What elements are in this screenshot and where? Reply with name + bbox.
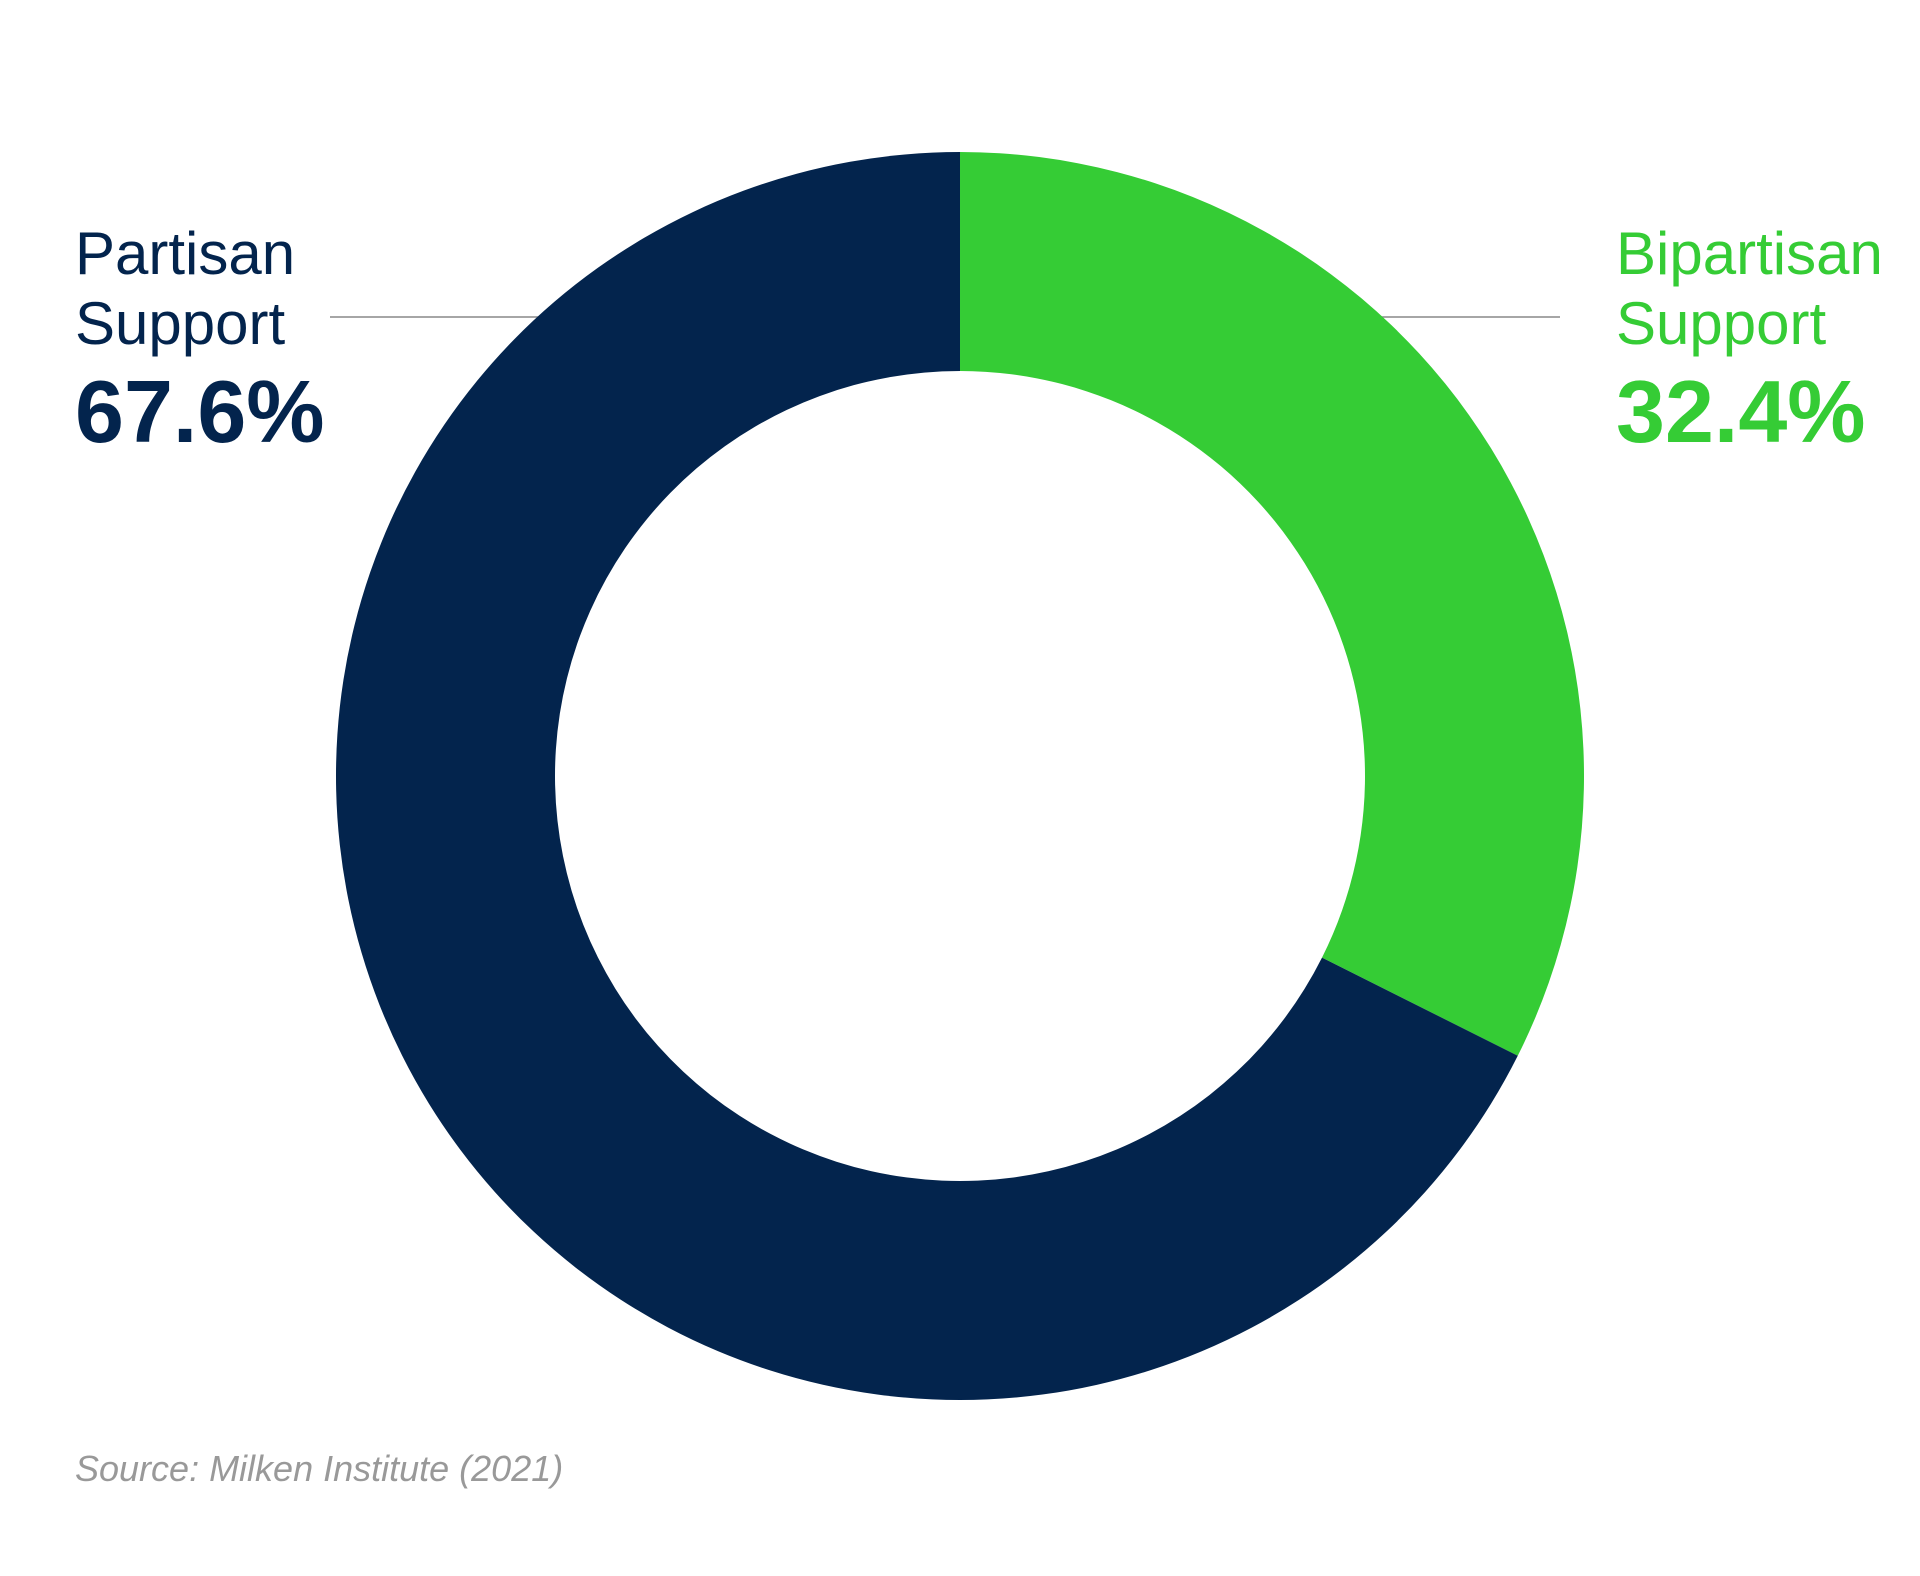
partisan-label-line2: Support bbox=[75, 290, 286, 357]
partisan-value: 67.6% bbox=[75, 362, 325, 461]
bipartisan-value: 32.4% bbox=[1616, 362, 1866, 461]
partisan-label: Partisan Support 67.6% bbox=[75, 224, 325, 456]
donut-slices bbox=[335, 152, 1584, 1401]
partisan-label-line1: Partisan bbox=[75, 220, 296, 287]
bipartisan-label-line2: Support bbox=[1616, 290, 1827, 357]
bipartisan-slice bbox=[960, 152, 1584, 1056]
partisan-slice bbox=[335, 152, 1518, 1401]
source-note: Source: Milken Institute (2021) bbox=[75, 1448, 564, 1489]
bipartisan-label: Bipartisan Support 32.4% bbox=[1616, 224, 1883, 456]
bipartisan-label-line1: Bipartisan bbox=[1616, 220, 1883, 287]
